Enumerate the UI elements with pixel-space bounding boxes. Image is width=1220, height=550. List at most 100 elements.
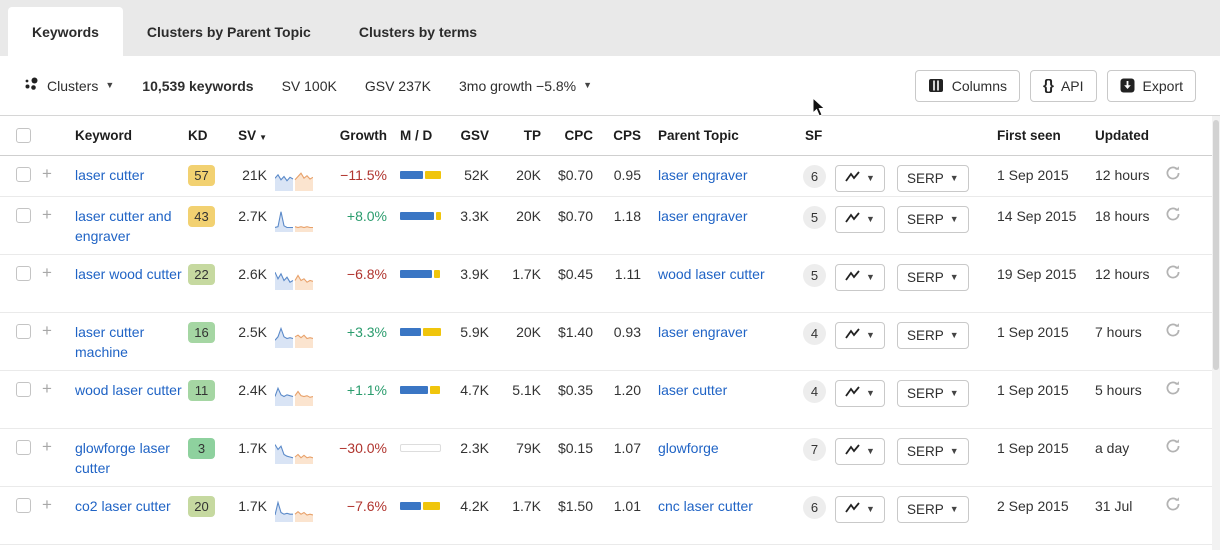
chevron-down-icon: ▼ <box>949 214 959 224</box>
add-to-list-icon[interactable]: + <box>42 164 52 183</box>
select-all-checkbox[interactable] <box>16 128 31 143</box>
gsv-value: 4.7K <box>460 382 489 398</box>
growth-summary-dropdown[interactable]: 3mo growth −5.8% ▼ <box>459 78 592 94</box>
parent-topic-link[interactable]: glowforge <box>658 440 719 456</box>
header-cpc[interactable]: CPC <box>564 128 593 143</box>
columns-button[interactable]: Columns <box>914 69 1021 102</box>
header-tp[interactable]: TP <box>523 128 541 143</box>
row-checkbox[interactable] <box>16 324 31 339</box>
refresh-icon[interactable] <box>1165 265 1181 284</box>
header-updated[interactable]: Updated <box>1095 128 1149 143</box>
serp-dropdown-button[interactable]: SERP ▼ <box>897 322 969 349</box>
columns-icon <box>928 78 944 93</box>
trend-chart-dropdown-button[interactable]: ▼ <box>835 496 885 523</box>
header-sf[interactable]: SF <box>805 128 823 143</box>
sf-badge: 6 <box>803 165 826 188</box>
tp-value: 1.7K <box>512 266 541 282</box>
serp-dropdown-button[interactable]: SERP ▼ <box>897 165 969 192</box>
chevron-down-icon: ▼ <box>949 173 959 183</box>
serp-dropdown-button[interactable]: SERP ▼ <box>897 438 969 465</box>
keyword-link[interactable]: laser wood cutter <box>75 266 182 282</box>
trend-chart-dropdown-button[interactable]: ▼ <box>835 206 885 233</box>
header-keyword[interactable]: Keyword <box>75 128 133 143</box>
row-checkbox[interactable] <box>16 266 31 281</box>
columns-button-label: Columns <box>951 77 1008 94</box>
api-button-label: API <box>1060 77 1084 94</box>
clusters-dropdown[interactable]: Clusters ▼ <box>24 76 114 95</box>
row-checkbox[interactable] <box>16 498 31 513</box>
add-to-list-icon[interactable]: + <box>42 321 52 340</box>
parent-topic-link[interactable]: laser engraver <box>658 324 748 340</box>
refresh-icon[interactable] <box>1165 439 1181 458</box>
header-md[interactable]: M / D <box>400 128 433 143</box>
chevron-down-icon: ▼ <box>949 446 959 456</box>
gsv-value: 52K <box>464 167 489 183</box>
add-to-list-icon[interactable]: + <box>42 263 52 282</box>
header-first-seen[interactable]: First seen <box>997 128 1061 143</box>
serp-button-label: SERP <box>907 328 944 343</box>
api-button[interactable]: { } API <box>1030 69 1097 102</box>
row-checkbox[interactable] <box>16 382 31 397</box>
serp-dropdown-button[interactable]: SERP ▼ <box>897 206 969 233</box>
table-body: + laser cutter 57 21K −11.5% 52K 20K $0.… <box>0 156 1220 545</box>
keyword-link[interactable]: wood laser cutter <box>75 382 182 398</box>
scrollbar-thumb[interactable] <box>1213 120 1219 370</box>
keyword-link[interactable]: laser cutter machine <box>75 324 145 360</box>
vertical-scrollbar[interactable] <box>1212 116 1220 550</box>
parent-topic-link[interactable]: laser cutter <box>658 382 728 398</box>
trend-chart-dropdown-button[interactable]: ▼ <box>835 438 885 465</box>
trend-chart-dropdown-button[interactable]: ▼ <box>835 264 885 291</box>
row-checkbox[interactable] <box>16 440 31 455</box>
serp-dropdown-button[interactable]: SERP ▼ <box>897 264 969 291</box>
keyword-link[interactable]: laser cutter and engraver <box>75 208 172 244</box>
parent-topic-link[interactable]: laser engraver <box>658 208 748 224</box>
add-to-list-icon[interactable]: + <box>42 379 52 398</box>
add-to-list-icon[interactable]: + <box>42 495 52 514</box>
updated-value: 12 hours <box>1095 167 1150 183</box>
refresh-icon[interactable] <box>1165 497 1181 516</box>
header-gsv[interactable]: GSV <box>460 128 489 143</box>
keyword-cell: laser cutter and engraver <box>66 206 188 246</box>
refresh-icon[interactable] <box>1165 381 1181 400</box>
updated-value: 31 Jul <box>1095 498 1133 514</box>
header-growth[interactable]: Growth <box>339 128 387 143</box>
tab-clusters-by-parent-topic[interactable]: Clusters by Parent Topic <box>146 23 311 40</box>
table-row: + laser wood cutter 22 2.6K −6.8% 3.9K 1… <box>0 255 1220 313</box>
trend-chart-dropdown-button[interactable]: ▼ <box>835 165 885 192</box>
parent-topic-cell: cnc laser cutter <box>641 496 795 516</box>
header-sv[interactable]: SV ▼ <box>238 128 267 143</box>
export-button[interactable]: Export <box>1106 69 1196 102</box>
row-checkbox[interactable] <box>16 167 31 182</box>
sf-badge: 6 <box>803 496 826 519</box>
parent-topic-link[interactable]: laser engraver <box>658 167 748 183</box>
header-cps[interactable]: CPS <box>613 128 641 143</box>
parent-topic-link[interactable]: wood laser cutter <box>658 266 765 282</box>
keyword-link[interactable]: co2 laser cutter <box>75 498 171 514</box>
mobile-desktop-bar <box>400 502 441 510</box>
serp-dropdown-button[interactable]: SERP ▼ <box>897 496 969 523</box>
trend-chart-dropdown-button[interactable]: ▼ <box>835 380 885 407</box>
keyword-cell: glowforge laser cutter <box>66 438 188 478</box>
tp-value: 1.7K <box>512 498 541 514</box>
header-kd[interactable]: KD <box>188 128 208 143</box>
header-parent-topic[interactable]: Parent Topic <box>658 128 739 143</box>
refresh-icon[interactable] <box>1165 166 1181 185</box>
serp-dropdown-button[interactable]: SERP ▼ <box>897 380 969 407</box>
refresh-icon[interactable] <box>1165 323 1181 342</box>
sv-sparkline <box>267 322 320 348</box>
parent-topic-link[interactable]: cnc laser cutter <box>658 498 753 514</box>
chevron-down-icon: ▼ <box>866 388 875 398</box>
add-to-list-icon[interactable]: + <box>42 205 52 224</box>
add-to-list-icon[interactable]: + <box>42 437 52 456</box>
sf-badge: 4 <box>803 380 826 403</box>
trend-chart-dropdown-button[interactable]: ▼ <box>835 322 885 349</box>
clusters-dropdown-label: Clusters <box>47 77 99 94</box>
keyword-link[interactable]: glowforge laser cutter <box>75 440 170 476</box>
export-button-label: Export <box>1142 77 1183 94</box>
row-checkbox[interactable] <box>16 208 31 223</box>
keyword-link[interactable]: laser cutter <box>75 167 145 183</box>
tab-clusters-by-terms[interactable]: Clusters by terms <box>358 23 478 40</box>
toolbar: Clusters ▼ 10,539 keywords SV 100K GSV 2… <box>0 56 1220 116</box>
refresh-icon[interactable] <box>1165 207 1181 226</box>
tab-keywords[interactable]: Keywords <box>8 7 123 56</box>
